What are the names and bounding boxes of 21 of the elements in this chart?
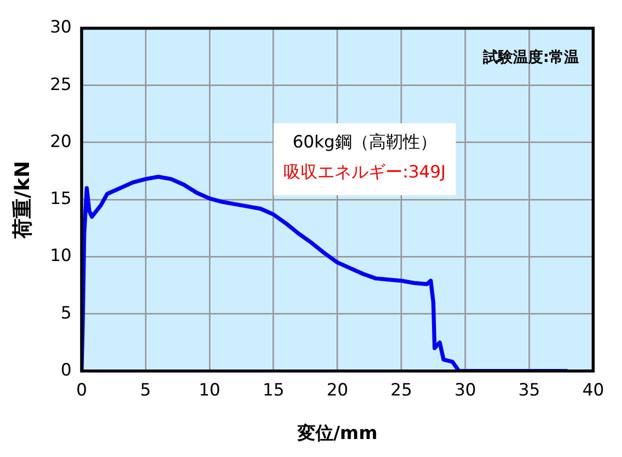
y-tick-label: 30 <box>50 18 72 38</box>
x-tick-label: 0 <box>76 380 88 401</box>
x-tick-label: 20 <box>326 380 348 401</box>
y-tick-label: 10 <box>50 246 72 266</box>
annotation: 60kg鋼（高靭性） <box>292 132 437 153</box>
x-tick-label: 10 <box>198 380 220 401</box>
annotation: 試験温度:常温 <box>482 48 580 66</box>
x-tick-label: 5 <box>140 380 151 401</box>
x-tick-label: 35 <box>518 380 540 401</box>
y-tick-label: 25 <box>50 74 72 95</box>
x-tick-label: 30 <box>454 380 476 401</box>
x-axis-title: 変位/mm <box>296 422 378 444</box>
x-tick-label: 25 <box>390 380 412 401</box>
y-tick-label: 0 <box>60 360 72 380</box>
annotation: 吸収エネルギー:349J <box>284 162 446 183</box>
y-tick-label: 20 <box>50 132 72 152</box>
y-axis-title: 荷重/kN <box>10 160 34 240</box>
y-tick-label: 15 <box>50 189 72 210</box>
y-tick-label: 5 <box>60 303 72 324</box>
x-tick-label: 15 <box>262 380 284 401</box>
x-tick-label: 40 <box>582 380 604 401</box>
